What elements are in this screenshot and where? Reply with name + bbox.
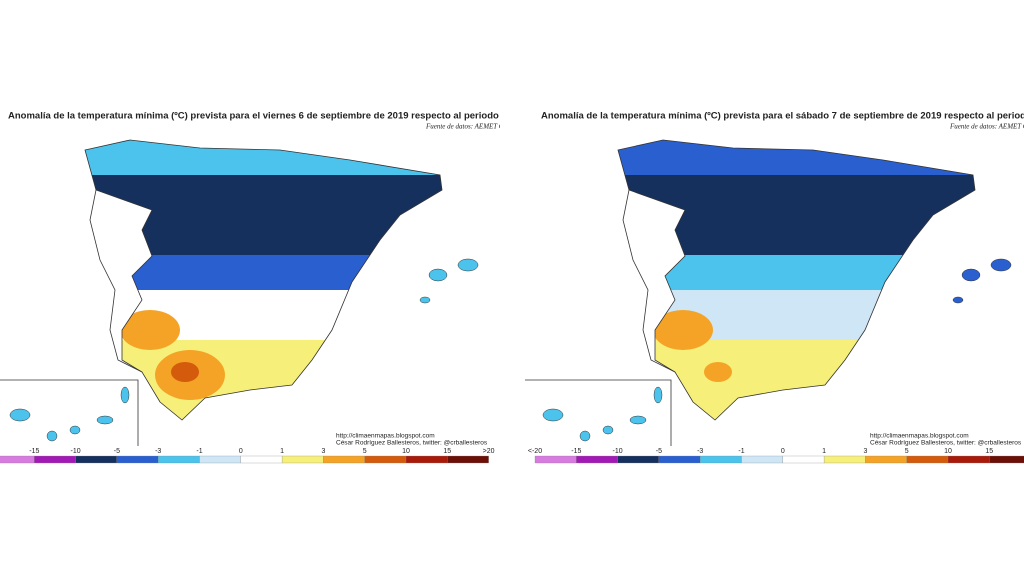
legend-swatch [405,455,448,464]
legend-label: -10 [71,448,81,455]
map-source: Fuente de datos: AEMET OpenData [949,123,1024,131]
legend-label: <-20 [528,448,542,455]
spain-border [617,139,976,421]
credit-author: César Rodríguez Ballesteros, twitter: @c… [870,440,1022,447]
legend-swatch [865,455,907,464]
anomaly-zone [85,175,442,255]
legend-label: >20 [483,448,495,455]
inset-frame [0,379,139,446]
legend-label: 5 [905,448,909,455]
legend-swatch [658,455,701,464]
island [653,386,663,404]
island [961,268,981,282]
map [618,140,975,420]
anomaly-zone [120,310,180,350]
legend-swatch [617,455,660,464]
legend-swatch [0,455,35,464]
legend-swatch [782,455,825,464]
island [542,408,564,422]
legend-swatch [75,455,118,464]
island [419,296,431,304]
anomaly-zone [618,290,975,340]
legend-label: -10 [613,448,623,455]
anomaly-zone [653,310,713,350]
legend-label: -15 [29,448,39,455]
portugal-border [622,189,676,373]
credit-url: http://climaenmapas.blogspot.com [870,433,969,440]
island [69,425,81,435]
legend-swatch [741,455,783,464]
map-title: Anomalía de la temperatura mínima (ºC) p… [541,111,1024,122]
island [96,415,114,425]
island [46,430,58,442]
anomaly-zone [618,255,975,290]
island [9,408,31,422]
anomaly-zone [618,340,975,420]
legend-swatch [281,455,324,464]
anomaly-zone [85,140,442,175]
island [457,258,479,272]
legend-swatch [700,455,742,464]
portugal-border [89,189,143,373]
legend-label: 3 [863,448,867,455]
legend-label: -1 [196,448,202,455]
legend-label: 3 [321,448,325,455]
legend-swatch [534,455,577,464]
legend-label: -5 [656,448,662,455]
legend-label: 10 [944,448,952,455]
legend-label: 0 [781,448,785,455]
inset-frame [525,379,672,446]
legend-swatch [323,455,365,464]
anomaly-zone [618,175,975,255]
anomaly-zone [713,195,833,245]
island [428,268,448,282]
anomaly-zone [85,290,442,340]
credit-author: César Rodríguez Ballesteros, twitter: @c… [336,440,488,447]
legend-label: 15 [985,448,993,455]
anomaly-zone [180,195,300,245]
legend-label: 10 [402,448,410,455]
island [602,425,614,435]
legend-swatch [447,455,489,464]
legend-label: -1 [738,448,744,455]
legend-label: -3 [697,448,703,455]
legend-swatch [158,455,200,464]
legend-swatch [947,455,990,464]
island [579,430,591,442]
island [629,415,647,425]
legend-swatch [364,455,407,464]
map-panel: Anomalía de la temperatura mínima (ºC) p… [525,111,1024,464]
legend-label: -15 [571,448,581,455]
island [952,296,964,304]
legend-swatch [34,455,76,464]
legend-label: 1 [822,448,826,455]
map-title: Anomalía de la temperatura mínima (ºC) p… [8,111,547,122]
credit-url: http://climaenmapas.blogspot.com [336,433,435,440]
anomaly-zone [704,362,732,382]
legend-label: 1 [280,448,284,455]
legend-label: 0 [239,448,243,455]
anomaly-zone [618,140,975,175]
map [85,140,442,420]
anomaly-zone [85,340,442,420]
legend-swatch [576,455,618,464]
spain-border [84,139,443,421]
legend-swatch [199,455,241,464]
legend-label: -5 [114,448,120,455]
island [120,386,130,404]
legend-label: -3 [155,448,161,455]
legend-swatch [823,455,866,464]
legend-label: 15 [443,448,451,455]
legend-swatch [116,455,159,464]
island [990,258,1012,272]
map-source: Fuente de datos: AEMET OpenData [425,123,529,131]
legend-swatch [989,455,1024,464]
anomaly-zone [171,362,199,382]
legend-swatch [240,455,283,464]
map-panel: Anomalía de la temperatura mínima (ºC) p… [0,111,547,464]
legend-swatch [906,455,949,464]
legend-label: 5 [363,448,367,455]
anomaly-zone [85,255,442,290]
